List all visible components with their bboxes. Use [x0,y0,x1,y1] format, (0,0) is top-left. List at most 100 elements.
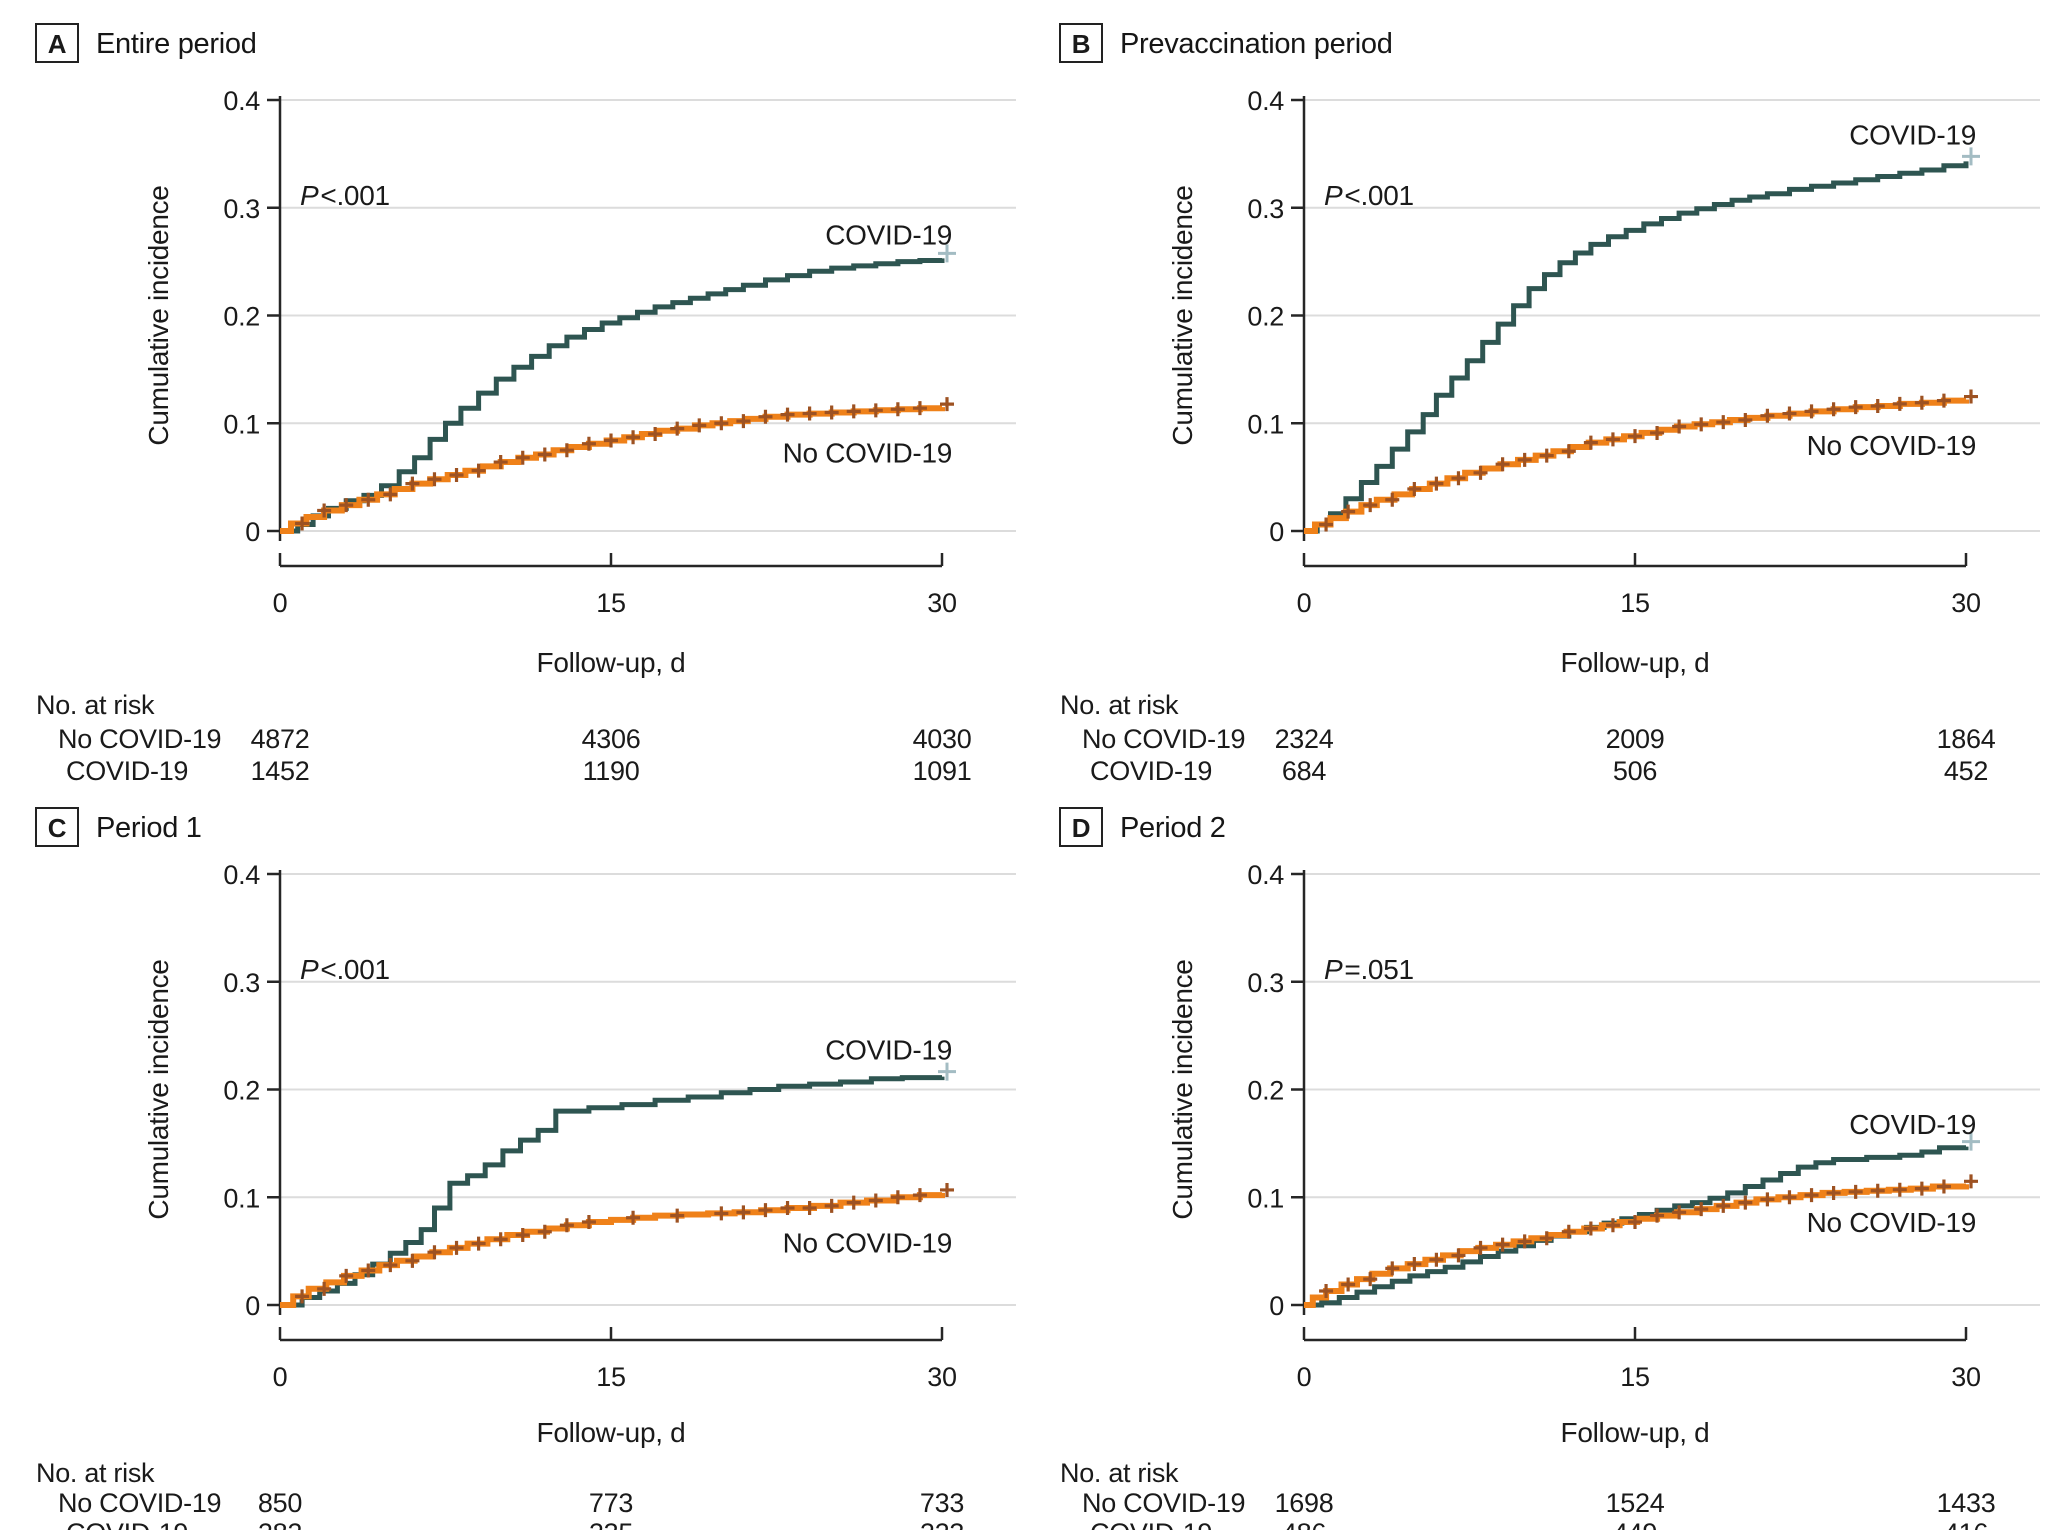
censor-mark-no-covid-19 [515,450,530,465]
censor-mark-no-covid-19 [1738,413,1753,428]
y-tick-label: 0 [245,1291,260,1321]
plot-area: 0 0.1 0.2 0.3 0.4 Cumulative incidence 0 15 30 Fo… [36,860,1016,1530]
risk-value: 4030 [913,724,972,754]
y-tick-label: 0.4 [223,86,260,116]
censor-mark-no-covid-19 [1561,1224,1576,1239]
x-axis-label: Follow-up, d [1561,1417,1710,1448]
censor-mark-no-covid-19 [493,1232,508,1247]
panel-title: Period 1 [96,812,202,844]
censor-mark-no-covid-19 [912,1188,927,1203]
censor-mark-no-covid-19 [1407,481,1422,496]
censor-mark-no-covid-19 [493,455,508,470]
y-tick-label: 0.3 [223,194,260,224]
x-tick-label: 15 [1620,588,1649,618]
panel-letter-box [1059,23,1103,63]
curve-label-no-covid-19: No COVID-19 [783,1228,952,1259]
risk-row-label: COVID-19 [66,1518,188,1530]
censor-mark-no-covid-19 [537,447,552,462]
censor-mark-no-covid-19 [581,436,596,451]
censor-mark-no-covid-19 [1451,471,1466,486]
curve-covid-19 [280,258,945,534]
censor-mark-no-covid-19 [1319,517,1334,532]
censor-mark-no-covid-19 [1914,1181,1929,1196]
risk-value: 1524 [1606,1488,1665,1518]
censor-mark-no-covid-19 [1716,415,1731,430]
risk-row-label: No COVID-19 [58,1488,221,1518]
censor-mark-no-covid-19 [1628,429,1642,444]
censor-mark-no-covid-19 [648,427,663,442]
censor-mark-no-covid-19 [1341,1277,1356,1292]
panel-c: C Period 1 0 0.1 0.2 0.3 0.4 Cumulative incid… [0,790,1024,1530]
panel-d: D Period 2 0 0.1 0.2 0.3 0.4 Cumulative incid… [1024,790,2048,1530]
y-axis-label: Cumulative incidence [1167,959,1198,1219]
panel-b: B Prevaccination period 0 0.1 0.2 0.3 0.4 Cum… [1024,0,2048,790]
y-tick-label: 0.1 [1247,1183,1284,1213]
censor-mark-no-covid-19 [1892,396,1907,411]
censor-mark-no-covid-19 [1826,402,1841,417]
censor-mark-no-covid-19 [1539,448,1554,463]
p-value: P<.001 [300,954,390,985]
censor-mark-no-covid-19 [339,498,354,513]
censor-mark-no-covid-19 [383,1258,398,1273]
panel-header: D Period 2 [1059,807,1226,847]
censor-mark-no-covid-19 [1385,1261,1400,1276]
censor-mark-no-covid-19 [1870,1183,1885,1198]
risk-value: 4872 [251,724,310,754]
censor-mark-no-covid-19 [1782,406,1797,421]
x-tick-label: 15 [596,588,625,618]
censor-mark-no-covid-19 [868,1193,883,1208]
censor-mark-no-covid-19 [1650,425,1665,440]
censor-mark-no-covid-19 [670,1208,685,1223]
censor-mark-no-covid-19 [1964,389,1978,404]
censor-mark-no-covid-19 [824,405,839,420]
censor-mark-no-covid-19 [736,1205,751,1220]
risk-value: 449 [1613,1518,1657,1530]
censor-mark-no-covid-19 [1561,444,1576,459]
censor-mark-covid-19 [1962,1132,1980,1151]
p-value: P<.001 [300,180,390,211]
censor-mark-no-covid-19 [1451,1248,1466,1263]
curve-label-no-covid-19: No COVID-19 [1807,1207,1976,1238]
plot-area: 0 0.1 0.2 0.3 0.4 Cumulative incidence 0 15 30 Fo… [1060,86,2040,786]
risk-value: 773 [589,1488,633,1518]
censor-mark-no-covid-19 [427,1245,442,1260]
censor-mark-no-covid-19 [1826,1185,1841,1200]
censor-mark-no-covid-19 [1760,408,1775,423]
censor-mark-no-covid-19 [890,1190,905,1205]
x-tick-label: 30 [927,588,956,618]
censor-mark-no-covid-19 [449,467,464,482]
censor-mark-no-covid-19 [1804,404,1819,419]
censor-mark-no-covid-19 [1716,1198,1731,1213]
risk-table-header: No. at risk [36,690,155,720]
censor-mark-no-covid-19 [758,409,773,424]
curve-no-covid-19 [280,405,945,534]
y-tick-label: 0 [1269,517,1284,547]
panel-header: A Entire period [35,23,257,63]
censor-mark-no-covid-19 [1517,1234,1532,1249]
curve-label-covid-19: COVID-19 [1849,1109,1976,1140]
censor-mark-no-covid-19 [427,472,442,487]
risk-row-label: COVID-19 [1090,1518,1212,1530]
censor-mark-no-covid-19 [1650,1208,1665,1223]
censor-mark-no-covid-19 [295,1289,310,1304]
censor-mark-no-covid-19 [780,407,795,422]
censor-mark-no-covid-19 [559,443,574,458]
censor-mark-no-covid-19 [1760,1192,1775,1207]
censor-mark-no-covid-19 [1848,1184,1863,1199]
panel-b-svg: B Prevaccination period 0 0.1 0.2 0.3 0.4 Cum… [1059,23,2040,786]
censor-mark-no-covid-19 [317,503,332,518]
censor-mark-no-covid-19 [802,406,817,421]
censor-mark-no-covid-19 [361,492,376,507]
panel-d-svg: D Period 2 0 0.1 0.2 0.3 0.4 Cumulative incid… [1059,807,2040,1530]
x-tick-label: 0 [1297,1362,1312,1392]
censor-mark-no-covid-19 [471,1236,486,1251]
x-tick-label: 30 [1951,1362,1980,1392]
censor-mark-no-covid-19 [736,414,751,429]
risk-value: 1433 [1937,1488,1996,1518]
censor-mark-no-covid-19 [670,421,685,436]
panel-letter: C [48,813,67,843]
y-tick-label: 0.2 [1247,302,1284,332]
y-tick-label: 0.2 [223,1076,260,1106]
risk-row-label: No COVID-19 [58,724,221,754]
censor-mark-no-covid-19 [626,1210,641,1225]
